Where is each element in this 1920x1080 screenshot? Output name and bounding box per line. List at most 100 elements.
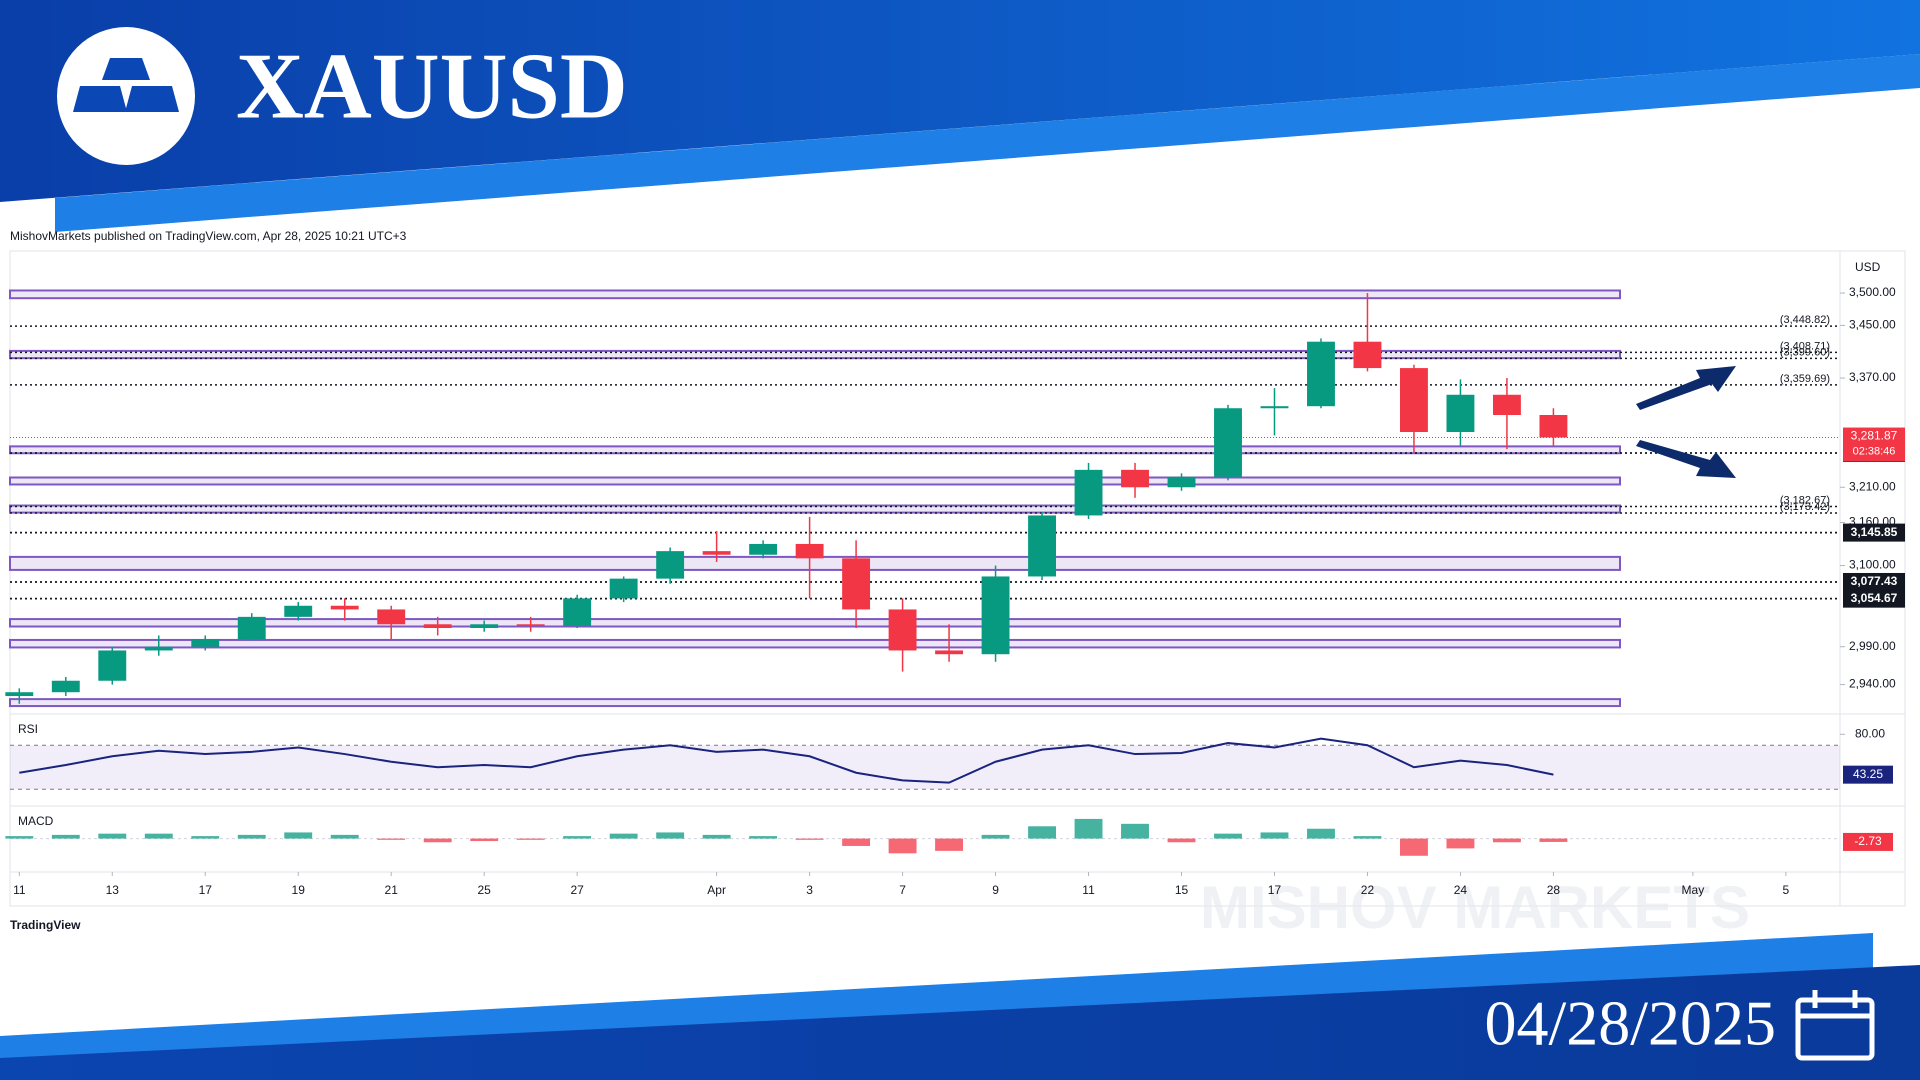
y-tick-label: 3,210.00 — [1849, 479, 1896, 493]
macd-bar — [1307, 828, 1335, 839]
macd-bar — [423, 838, 452, 843]
candle-body — [842, 558, 871, 610]
candle-body — [470, 624, 499, 628]
candle-body — [1307, 341, 1335, 407]
y-tick-label: 3,500.00 — [1849, 285, 1896, 299]
macd-bar — [1400, 838, 1428, 856]
macd-bar — [609, 833, 638, 839]
macd-bar — [842, 838, 871, 846]
x-tick-label: 17 — [1268, 883, 1282, 897]
macd-bar — [1121, 823, 1149, 839]
macd-bar — [1492, 838, 1521, 843]
macd-bar — [888, 838, 917, 854]
candle-body — [5, 692, 34, 697]
logo-circle — [57, 27, 195, 165]
marked-level-box — [1843, 523, 1905, 542]
candle-body — [981, 576, 1010, 655]
arrows — [1636, 366, 1736, 478]
x-tick-label: 22 — [1361, 883, 1375, 897]
rsi-band — [10, 745, 1840, 790]
candle-body — [144, 646, 173, 651]
candle-body — [1260, 406, 1289, 409]
macd-bar — [1214, 833, 1242, 839]
candle-body — [516, 624, 545, 626]
rsi-line — [19, 737, 1554, 784]
last-price-box — [1843, 427, 1905, 462]
level-label: (3,399.60) — [1780, 346, 1830, 358]
title: XAUUSD — [236, 35, 628, 139]
candle-body — [888, 609, 917, 651]
macd-bar — [1353, 836, 1382, 839]
rsi-last-label: 43.25 — [1853, 767, 1883, 781]
macd-bar — [516, 838, 545, 840]
candle-body — [749, 543, 778, 555]
plot-layer: 3,500.003,450.003,370.003,210.003,160.00… — [5, 285, 1905, 897]
x-tick-label: 13 — [106, 883, 120, 897]
macd-bar — [1028, 826, 1056, 839]
candle-body — [1028, 515, 1056, 577]
level-label: (3,182.67) — [1780, 494, 1830, 506]
candle-body — [656, 551, 685, 579]
macd-bar — [1260, 832, 1289, 839]
currency-label: USD — [1855, 260, 1881, 274]
y-tick-label: 2,940.00 — [1849, 677, 1896, 691]
macd-bar — [1167, 838, 1196, 843]
macd-bar — [98, 833, 127, 839]
candle-body — [51, 680, 80, 693]
marked-level-label: 3,145.85 — [1851, 525, 1898, 539]
x-tick-label: May — [1682, 883, 1705, 897]
marked-level-label: 3,054.67 — [1851, 591, 1898, 605]
candle-body — [1353, 341, 1382, 369]
x-tick-label: 3 — [806, 883, 813, 897]
zone — [9, 638, 1621, 649]
x-tick-label: 25 — [478, 883, 492, 897]
macd-bar — [563, 836, 592, 839]
macd-bar — [656, 832, 685, 839]
candle-body — [1539, 414, 1568, 438]
candle-body — [1400, 368, 1428, 432]
x-tick-label: 9 — [992, 883, 999, 897]
chart-frame — [9, 250, 1906, 907]
watermark: MISHOV MARKETS — [1200, 874, 1750, 941]
zone — [9, 618, 1621, 628]
macd-label: MACD — [18, 814, 54, 828]
macd-bar — [470, 838, 499, 842]
macd-bar — [795, 838, 824, 840]
zone — [9, 698, 1621, 708]
x-tick-label: 11 — [1082, 883, 1095, 897]
rsi-label: RSI — [18, 722, 38, 736]
footer-band — [0, 965, 1920, 1080]
date: 04/28/2025 — [1484, 988, 1776, 1059]
macd-bar — [330, 834, 359, 839]
macd-last-label: -2.73 — [1854, 834, 1882, 848]
macd-bar — [237, 834, 266, 839]
marked-level-box — [1843, 572, 1905, 591]
macd-bar — [981, 834, 1010, 839]
calendar-icon — [1795, 990, 1875, 1061]
zone — [9, 476, 1621, 486]
last-price-label: 3,281.87 — [1851, 429, 1898, 443]
candle-body — [702, 551, 731, 555]
rsi-last-box — [1843, 765, 1893, 784]
macd-bar — [51, 834, 80, 839]
candle-body — [330, 605, 359, 610]
macd-bar — [191, 836, 220, 839]
candle-body — [1492, 394, 1521, 415]
x-tick-label: 19 — [292, 883, 306, 897]
x-tick-label: 28 — [1547, 883, 1561, 897]
candle-body — [935, 650, 964, 655]
x-tick-label: 17 — [199, 883, 213, 897]
level-label: (3,359.69) — [1780, 373, 1830, 385]
x-tick-label: 21 — [385, 883, 399, 897]
candle-body — [377, 609, 406, 625]
x-tick-label: 15 — [1175, 883, 1189, 897]
logo-icon — [73, 58, 179, 112]
rsi-tick-label: 80.00 — [1855, 726, 1885, 740]
published-note: MishovMarkets published on TradingView.c… — [10, 229, 407, 243]
macd-bar — [702, 834, 731, 839]
y-tick-label: 2,990.00 — [1849, 639, 1896, 653]
candle-body — [1446, 394, 1475, 432]
countdown: 02:38:46 — [1853, 445, 1896, 457]
